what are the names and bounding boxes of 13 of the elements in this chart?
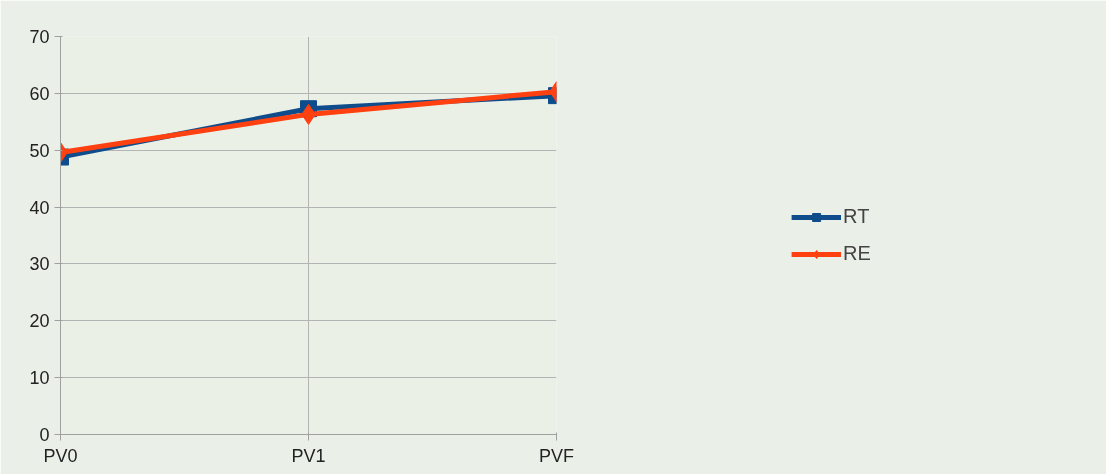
legend-label: RT [843,205,870,228]
y-tick-label: 70 [29,27,50,47]
y-tick-label: 60 [29,83,50,104]
x-tick-label: PV0 [43,445,78,466]
y-tick-label: 30 [29,254,50,275]
y-tick-label: 10 [29,368,50,389]
y-tick-label: 0 [39,425,50,445]
legend-label: RE [843,242,871,265]
x-tick-label: PV1 [291,445,326,466]
y-tick-label: 20 [29,311,50,332]
y-tick-label: 50 [29,140,50,161]
y-tick-label: 40 [29,197,50,218]
x-tick-label: PVF [539,445,575,466]
